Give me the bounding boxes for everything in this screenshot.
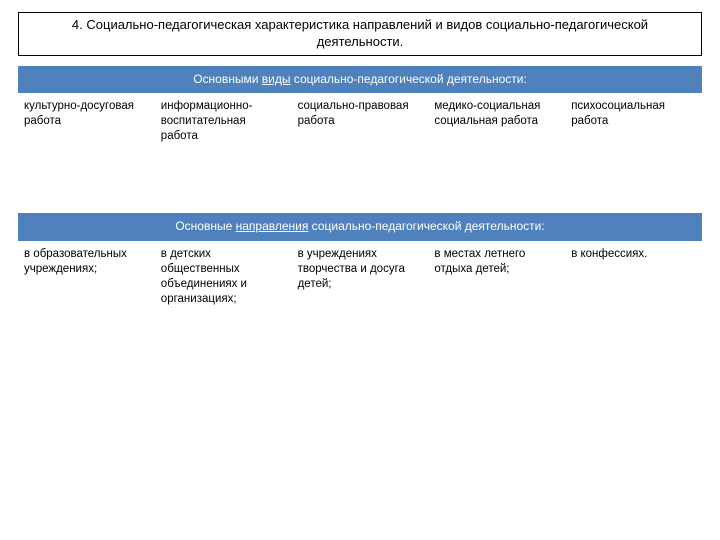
directions-header-prefix: Основные [175,219,235,233]
directions-cell: в конфессиях. [565,241,702,361]
types-cell: психосоциальная работа [565,93,702,213]
types-content-row: культурно-досуговая работа информационно… [18,93,702,213]
types-header-suffix: социально-педагогической деятельности: [290,72,526,86]
directions-header-suffix: социально-педагогической деятельности: [308,219,544,233]
directions-cell: в местах летнего отдыха детей; [428,241,565,361]
types-cell: культурно-досуговая работа [18,93,155,213]
directions-cell: в детских общественных объединениях и ор… [155,241,292,361]
directions-header-cell: Основные направления социально-педагогич… [18,213,702,241]
page-title: 4. Социально-педагогическая характеристи… [18,12,702,56]
types-cell: информационно-воспитательная работа [155,93,292,213]
types-header-prefix: Основными [193,72,262,86]
directions-cell: в учреждениях творчества и досуга детей; [292,241,429,361]
content-table: Основными виды социально-педагогической … [18,66,702,361]
types-cell: социально-правовая работа [292,93,429,213]
types-header-row: Основными виды социально-педагогической … [18,66,702,94]
directions-content-row: в образовательных учреждениях; в детских… [18,241,702,361]
types-header-cell: Основными виды социально-педагогической … [18,66,702,94]
directions-header-underlined: направления [236,219,309,233]
directions-cell: в образовательных учреждениях; [18,241,155,361]
types-cell: медико-социальная социальная работа [428,93,565,213]
directions-header-row: Основные направления социально-педагогич… [18,213,702,241]
types-header-underlined: виды [262,72,291,86]
